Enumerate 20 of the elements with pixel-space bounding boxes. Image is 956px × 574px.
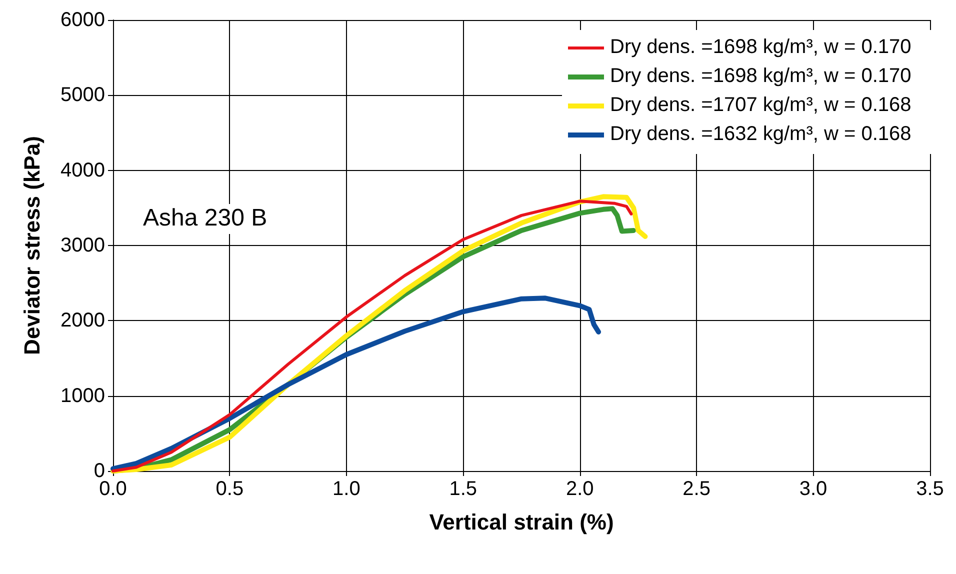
x-tick-label: 1.0	[332, 478, 360, 500]
x-tick-label: 3.0	[799, 478, 828, 500]
annotation: Asha 230 B	[143, 204, 268, 232]
x-tick-label: 0.5	[216, 478, 244, 500]
y-tick-label: 2000	[60, 310, 105, 332]
y-axis-title: Deviator stress (kPa)	[20, 136, 44, 355]
x-tick-label: 1.5	[449, 478, 478, 500]
x-tick-label: 2.0	[566, 478, 594, 500]
legend-label: Dry dens. =1632 kg/m³, w = 0.168	[610, 123, 912, 145]
y-tick-label: 6000	[60, 9, 105, 31]
y-tick-label: 4000	[60, 159, 105, 182]
x-tick-label: 2.5	[682, 478, 710, 500]
y-tick-label: 5000	[60, 84, 105, 106]
y-tick-label: 3000	[60, 234, 105, 256]
y-tick-label: 1000	[60, 384, 105, 407]
legend-label: Dry dens. =1698 kg/m³, w = 0.170	[610, 65, 912, 87]
x-tick-label: 3.5	[916, 478, 944, 500]
legend-label: Dry dens. =1707 kg/m³, w = 0.168	[610, 94, 912, 116]
legend-label: Dry dens. =1698 kg/m³, w = 0.170	[610, 36, 912, 58]
x-axis-title: Vertical strain (%)	[429, 510, 614, 534]
